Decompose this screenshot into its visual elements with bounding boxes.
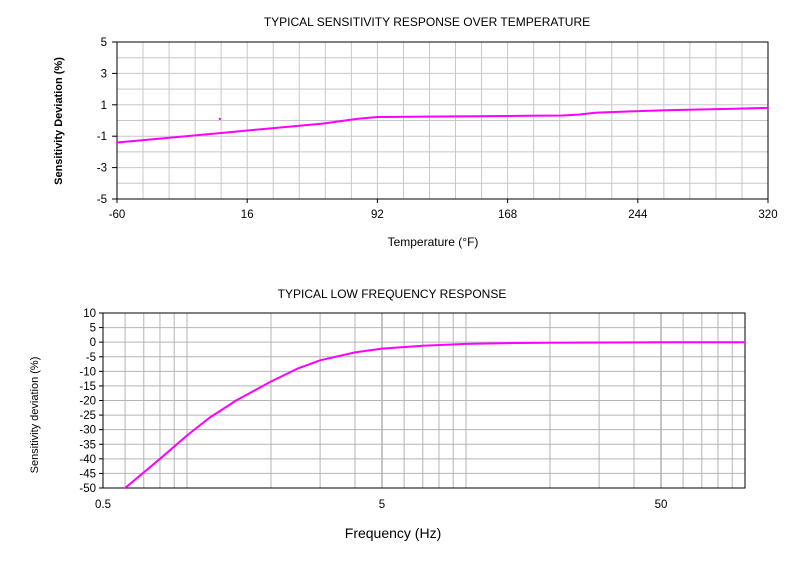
y-tick-label: -40 [79,454,96,466]
x-tick-label: -60 [109,209,126,221]
grid [103,313,745,488]
y-axis-label: Sensitivity Deviation (%) [53,57,65,185]
x-axis-ticks: 0.5 5 50 [95,499,667,511]
x-tick-label: 168 [498,209,517,221]
plot-frame [116,41,769,200]
annotation-dot [218,117,221,121]
y-tick-label: 5 [90,323,96,335]
y-tick-label: 5 [101,37,107,49]
chart-title: TYPICAL LOW FREQUENCY RESPONSE [278,287,507,301]
frequency-chart: TYPICAL LOW FREQUENCY RESPONSE 1050-5-10… [29,287,746,541]
y-tick-label: -10 [79,366,96,378]
y-tick-label: 0 [90,337,96,349]
x-axis-label: Frequency (Hz) [345,525,441,541]
y-axis-label: Sensitivity deviation (%) [29,357,41,474]
y-tick-label: 1 [101,100,107,112]
y-tick-label: -5 [97,194,107,206]
y-axis-ticks: 10 5 0 -5 -10 -15 -20 -25 -30 -35 -40 -45 -50 [79,308,103,495]
y-tick-label: -1 [97,131,107,143]
x-axis-ticks: -60 16 92 168 244 320 [109,199,778,221]
x-tick-label: 0.5 [95,499,111,511]
x-tick-label: 92 [371,209,384,221]
y-tick-label: -5 [86,352,96,364]
y-tick-label: -15 [79,381,96,393]
y-tick-label: 3 [101,68,107,80]
y-tick-label: 10 [83,308,96,320]
y-tick-label: -20 [79,396,96,408]
y-tick-label: -25 [79,410,96,422]
y-tick-label: -30 [79,425,96,437]
y-tick-label: -3 [97,163,107,175]
y-tick-label: -45 [79,468,96,480]
grid [117,42,768,199]
temperature-chart: TYPICAL SENSITIVITY RESPONSE OVER TEMPER… [53,15,778,249]
y-tick-label: -50 [79,483,96,495]
series-line [116,106,769,144]
x-tick-label: 244 [628,209,648,221]
x-axis-label: Temperature (°F) [388,235,479,249]
x-tick-label: 16 [241,209,254,221]
y-tick-label: -35 [79,439,96,451]
x-tick-label: 320 [758,209,777,221]
annotations [218,117,221,121]
x-tick-label: 5 [379,499,385,511]
y-axis-ticks: 5 3 1 -1 -3 -5 [97,37,117,206]
chart-title: TYPICAL SENSITIVITY RESPONSE OVER TEMPER… [264,15,590,29]
series-line [124,341,746,489]
x-tick-label: 50 [655,499,668,511]
